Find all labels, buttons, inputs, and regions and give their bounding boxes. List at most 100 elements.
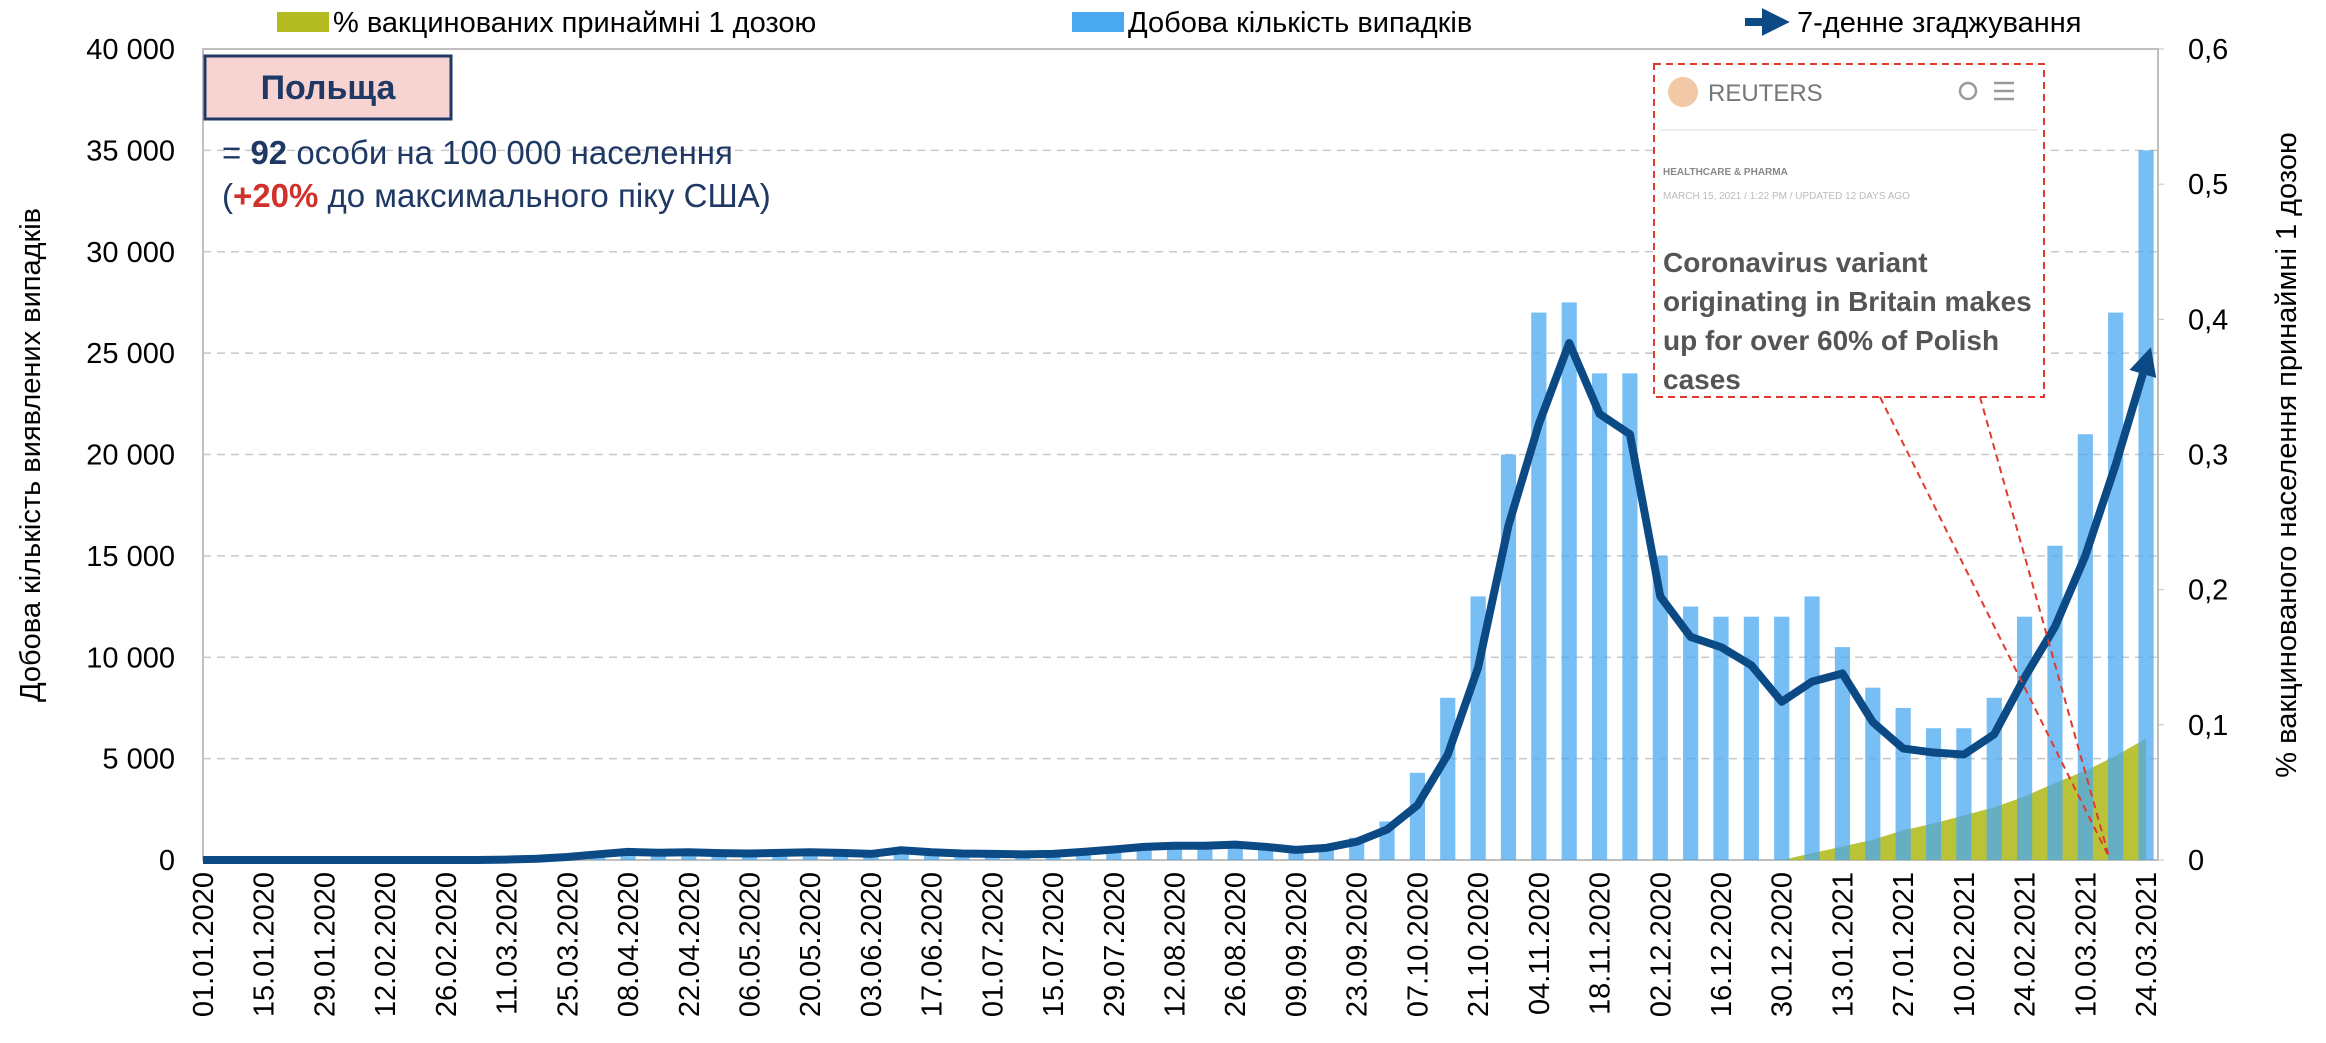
case-bar bbox=[1622, 373, 1638, 860]
legend: % вакцинованих принаймні 1 дозою Добова к… bbox=[277, 7, 2082, 39]
search-icon bbox=[1958, 81, 1978, 101]
clipping-headline: Coronavirus variant originating in Britai… bbox=[1663, 247, 2032, 395]
x-tick-label: 09.09.2020 bbox=[1281, 872, 1313, 1017]
y-tick-label: 5 000 bbox=[102, 744, 175, 776]
legend-swatch bbox=[277, 12, 329, 32]
y2-tick-label: 0,6 bbox=[2188, 34, 2228, 66]
x-tick-label: 18.11.2020 bbox=[1585, 872, 1617, 1015]
x-tick-label: 26.08.2020 bbox=[1220, 872, 1252, 1017]
y2-tick-label: 0 bbox=[2188, 845, 2204, 877]
y-tick-label: 25 000 bbox=[86, 338, 175, 370]
logo bbox=[1668, 77, 1698, 107]
x-tick-label: 15.01.2020 bbox=[249, 872, 281, 1017]
case-bar bbox=[2138, 150, 2154, 860]
headline-line: cases bbox=[1663, 364, 1741, 395]
x-tick-label: 01.07.2020 bbox=[977, 872, 1009, 1017]
case-bar bbox=[2077, 434, 2093, 860]
connector bbox=[1879, 396, 2110, 858]
case-bar bbox=[1865, 687, 1881, 860]
case-bar bbox=[1440, 697, 1456, 860]
note-number: 92 bbox=[250, 134, 287, 171]
y-tick-label: 30 000 bbox=[86, 237, 175, 269]
y-tick-label: 10 000 bbox=[86, 642, 175, 674]
case-bar bbox=[1683, 606, 1699, 860]
x-tick-label: 29.07.2020 bbox=[1099, 872, 1131, 1017]
case-bar bbox=[1409, 772, 1425, 860]
country-box bbox=[203, 54, 453, 121]
x-tick-label: 10.02.2021 bbox=[1949, 872, 1981, 1017]
y-tick-label: 20 000 bbox=[86, 440, 175, 472]
clipping: REUTERS HEALTHCARE & PHARMA MARCH 15, 20… bbox=[1653, 63, 2110, 858]
note-number: +20% bbox=[233, 177, 318, 214]
case-bar bbox=[1895, 707, 1911, 860]
case-bar bbox=[2108, 312, 2124, 860]
x-tick-label: 24.03.2021 bbox=[2131, 872, 2163, 1017]
legend-label: % вакцинованих принаймні 1 дозою bbox=[333, 7, 816, 39]
note-part: особи на 100 000 населення bbox=[287, 134, 733, 171]
x-tick-label: 16.12.2020 bbox=[1706, 872, 1738, 1017]
x-tick-label: 21.10.2020 bbox=[1463, 872, 1495, 1017]
x-tick-label: 04.11.2020 bbox=[1524, 872, 1556, 1015]
case-bar bbox=[1804, 596, 1820, 860]
x-tick-label: 13.01.2021 bbox=[1827, 872, 1859, 1017]
case-bar bbox=[1956, 728, 1972, 860]
country-label: Польща bbox=[261, 69, 397, 107]
y2-tick-label: 0,3 bbox=[2188, 440, 2228, 472]
headline-line: Coronavirus variant bbox=[1663, 247, 1928, 278]
x-tick-label: 30.12.2020 bbox=[1767, 872, 1799, 1017]
x-tick-label: 29.01.2020 bbox=[309, 872, 341, 1017]
y-tick-label: 0 bbox=[159, 845, 175, 877]
clipping-frame bbox=[1653, 63, 2045, 398]
legend-label: Добова кількість випадків bbox=[1128, 7, 1472, 39]
x-tick-label: 06.05.2020 bbox=[734, 872, 766, 1017]
case-bar bbox=[1561, 302, 1577, 860]
y-tick-label: 35 000 bbox=[86, 135, 175, 167]
x-tick-label: 26.02.2020 bbox=[431, 872, 463, 1017]
clipping-section: HEALTHCARE & PHARMA bbox=[1663, 167, 1788, 178]
x-tick-label: 15.07.2020 bbox=[1038, 872, 1070, 1017]
x-tick-label: 25.03.2020 bbox=[552, 872, 584, 1017]
x-tick-label: 22.04.2020 bbox=[674, 872, 706, 1017]
x-tick-label: 02.12.2020 bbox=[1645, 872, 1677, 1017]
legend-label: 7-денне згаджування bbox=[1797, 7, 2082, 39]
y2-axis-title: % вакцинованого населення принаймні 1 до… bbox=[2271, 132, 2303, 777]
connector bbox=[1979, 396, 2110, 858]
case-bar bbox=[1743, 616, 1759, 860]
headline-line: up for over 60% of Polish bbox=[1663, 325, 1999, 356]
case-bar bbox=[2047, 545, 2063, 860]
x-tick-label: 10.03.2021 bbox=[2070, 872, 2102, 1017]
case-bar bbox=[1713, 616, 1729, 860]
case-bar bbox=[1774, 616, 1790, 860]
case-bar bbox=[1531, 312, 1547, 860]
x-tick-label: 03.06.2020 bbox=[856, 872, 888, 1017]
case-bar bbox=[1591, 373, 1608, 860]
note-part: = bbox=[222, 134, 250, 171]
headline-line: originating in Britain makes bbox=[1663, 286, 2032, 317]
smoothed-line bbox=[203, 338, 2157, 864]
y2-tick-label: 0,5 bbox=[2188, 169, 2228, 201]
x-tick-label: 24.02.2021 bbox=[2010, 872, 2042, 1017]
note-part: ( bbox=[222, 177, 233, 214]
x-tick-label: 17.06.2020 bbox=[917, 872, 949, 1017]
x-tick-label: 20.05.2020 bbox=[795, 872, 827, 1017]
y-tick-label: 40 000 bbox=[86, 34, 175, 66]
case-bar bbox=[2017, 616, 2033, 860]
y2-tick-label: 0,2 bbox=[2188, 575, 2228, 607]
menu-icon bbox=[1994, 81, 2014, 101]
x-tick-label: 08.04.2020 bbox=[613, 872, 645, 1017]
case-bar bbox=[1652, 555, 1668, 860]
clipping-source: REUTERS bbox=[1708, 80, 1823, 107]
clipping-dateline: MARCH 15, 2021 / 1:22 PM / UPDATED 12 DA… bbox=[1663, 191, 1910, 202]
marks bbox=[203, 150, 2157, 864]
y2-tick-label: 0,1 bbox=[2188, 710, 2228, 742]
note: = 92 особи на 100 000 населення bbox=[222, 134, 733, 171]
y-axis-title: Добова кількість виявлених випадків bbox=[15, 208, 47, 702]
note: (+20% до максимального піку США) bbox=[222, 177, 771, 214]
x-tick-label: 12.02.2020 bbox=[370, 872, 402, 1017]
x-tick-label: 23.09.2020 bbox=[1342, 872, 1374, 1017]
case-bar bbox=[1834, 647, 1851, 860]
y2-tick-label: 0,4 bbox=[2188, 304, 2228, 336]
y-tick-label: 15 000 bbox=[86, 541, 175, 573]
